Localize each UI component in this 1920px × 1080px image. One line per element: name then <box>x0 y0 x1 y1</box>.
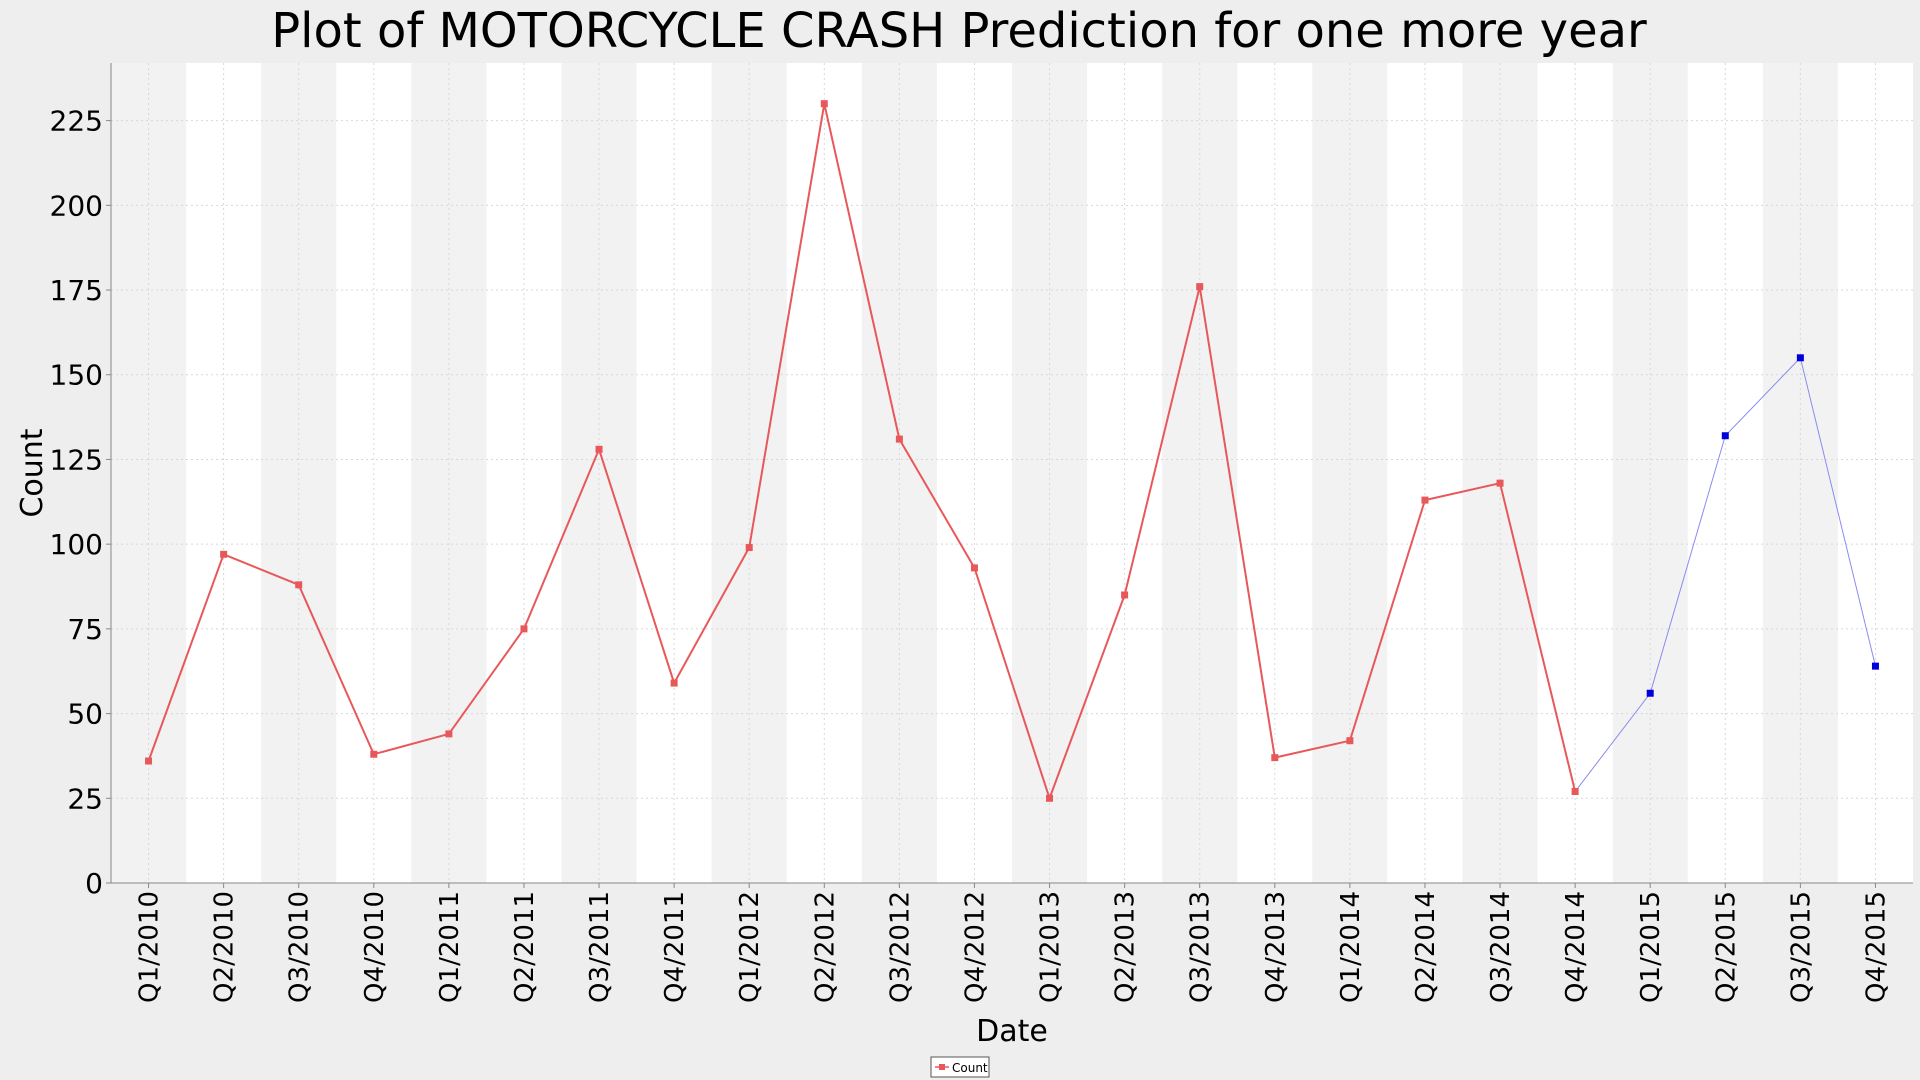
x-tick-label: Q2/2011 <box>510 891 540 1003</box>
y-tick-label: 0 <box>85 867 103 900</box>
y-tick-label: 175 <box>50 274 103 307</box>
x-tick-label: Q4/2013 <box>1261 891 1291 1003</box>
y-axis-ticks: 0 25 50 75 100 125 150 175 200 225 <box>50 105 111 900</box>
data-point <box>595 445 603 453</box>
data-point <box>1196 283 1204 291</box>
x-tick-label: Q2/2013 <box>1111 891 1141 1003</box>
legend-label: Count <box>952 1061 988 1075</box>
x-tick-label: Q3/2012 <box>885 891 915 1003</box>
x-tick-label: Q1/2010 <box>135 891 165 1003</box>
x-axis-ticks: Q1/2010 Q2/2010 Q3/2010 Q4/2010 Q1/2011 Q2/20… <box>135 883 1891 1003</box>
data-point <box>1421 496 1429 504</box>
y-tick-label: 125 <box>50 443 103 476</box>
data-point <box>1046 794 1054 802</box>
series-line <box>147 103 1577 802</box>
data-point <box>1571 788 1579 796</box>
legend: Count <box>930 1056 990 1078</box>
y-tick-label: 225 <box>50 105 103 138</box>
data-point <box>820 100 828 108</box>
y-tick-label: 200 <box>50 189 103 222</box>
data-point <box>1346 737 1354 745</box>
x-tick-label: Q4/2014 <box>1561 891 1591 1003</box>
data-point <box>1646 689 1654 697</box>
data-point <box>1121 591 1129 599</box>
x-tick-label: Q2/2012 <box>810 891 840 1003</box>
x-tick-label: Q1/2014 <box>1336 891 1366 1003</box>
y-tick-label: 25 <box>67 782 103 815</box>
data-point <box>745 544 753 552</box>
x-tick-label: Q2/2014 <box>1411 891 1441 1003</box>
x-tick-label: Q2/2010 <box>210 891 240 1003</box>
y-tick-label: 100 <box>50 528 103 561</box>
data-point <box>1871 662 1879 670</box>
y-tick-label: 150 <box>50 359 103 392</box>
data-point <box>970 564 978 572</box>
data-point <box>1496 479 1504 487</box>
x-tick-label: Q3/2014 <box>1486 891 1516 1003</box>
x-tick-label: Q1/2015 <box>1636 891 1666 1003</box>
x-tick-label: Q1/2011 <box>435 891 465 1003</box>
data-point <box>1271 754 1279 762</box>
data-point <box>1721 432 1729 440</box>
x-tick-label: Q3/2010 <box>285 891 315 1003</box>
x-tick-label: Q4/2011 <box>660 891 690 1003</box>
data-point <box>370 750 378 758</box>
legend-box <box>930 1056 990 1078</box>
x-tick-label: Q3/2013 <box>1186 891 1216 1003</box>
x-tick-label: Q4/2010 <box>360 891 390 1003</box>
data-point <box>145 757 153 765</box>
data-point <box>220 550 228 558</box>
y-tick-label: 50 <box>67 698 103 731</box>
data-point <box>895 435 903 443</box>
x-tick-label: Q2/2015 <box>1711 891 1741 1003</box>
y-axis-label: Count <box>15 428 50 517</box>
data-points <box>145 100 1879 802</box>
y-tick-label: 75 <box>67 613 103 646</box>
x-tick-label: Q3/2015 <box>1786 891 1816 1003</box>
x-tick-label: Q3/2011 <box>585 891 615 1003</box>
legend-series-marker <box>939 1064 945 1070</box>
x-axis-label: Date <box>976 1014 1048 1049</box>
data-point <box>295 581 303 589</box>
x-tick-label: Q1/2012 <box>735 891 765 1003</box>
chart-title: Plot of MOTORCYCLE CRASH Prediction for … <box>271 3 1647 59</box>
data-point <box>445 730 453 738</box>
grid-lines <box>111 63 1913 884</box>
data-point <box>1796 354 1804 362</box>
data-point <box>520 625 528 633</box>
x-tick-label: Q4/2015 <box>1861 891 1891 1003</box>
data-point <box>670 679 678 687</box>
x-tick-label: Q1/2013 <box>1036 891 1066 1003</box>
x-tick-label: Q4/2012 <box>960 891 990 1003</box>
